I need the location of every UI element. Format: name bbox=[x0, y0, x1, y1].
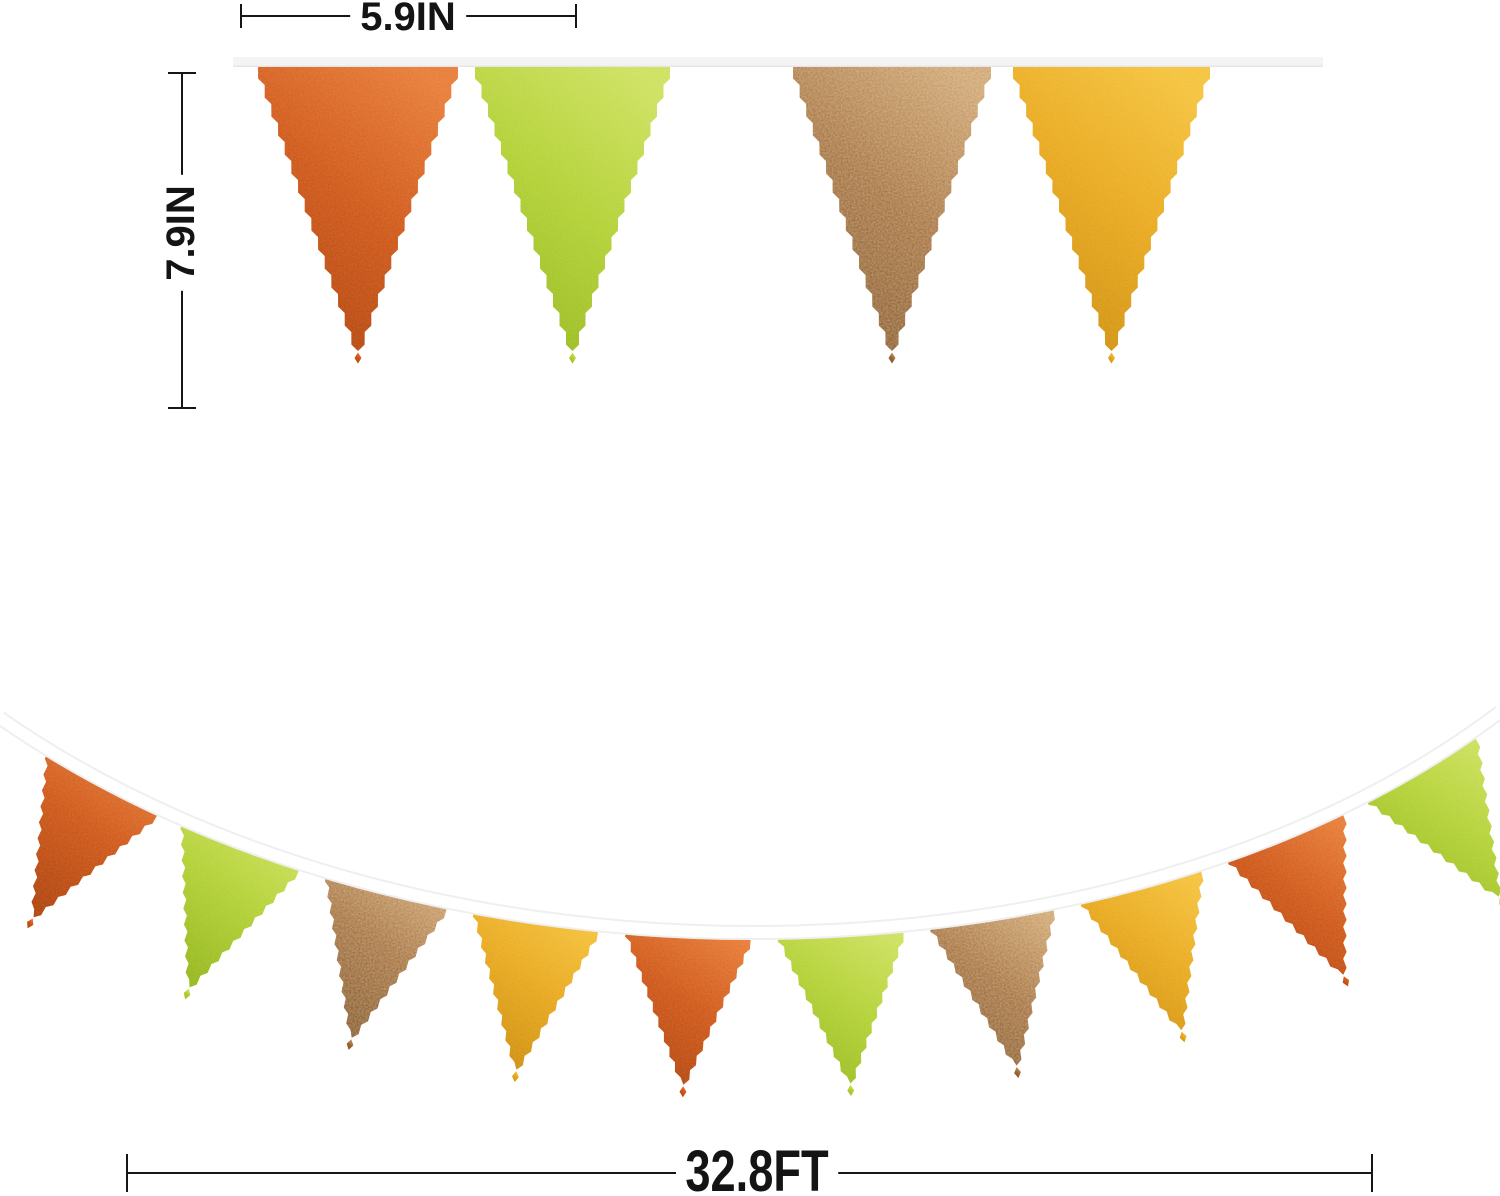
bottom-banner bbox=[0, 706, 1500, 1098]
length-dimension-tick-left bbox=[126, 1154, 128, 1192]
height-dimension-label: 7.9IN bbox=[159, 175, 203, 291]
bottom-flag-5-orange bbox=[625, 927, 754, 1098]
top-ribbon-edge bbox=[233, 65, 1323, 67]
bottom-ribbon bbox=[0, 707, 1500, 938]
length-dimension-label: 32.8FT bbox=[675, 1141, 839, 1196]
top-flag-2-green bbox=[475, 66, 670, 364]
height-dimension-tick-bottom bbox=[168, 407, 196, 409]
length-dimension-tick-right bbox=[1371, 1154, 1373, 1192]
width-dimension-label: 5.9IN bbox=[350, 0, 466, 39]
top-banner bbox=[233, 57, 1323, 364]
bottom-flag-6-green bbox=[777, 925, 907, 1096]
top-flag-4-gold bbox=[1013, 66, 1210, 364]
width-dimension-tick-left bbox=[240, 4, 242, 28]
top-flag-3-bronze bbox=[793, 66, 991, 364]
height-dimension-tick-top bbox=[168, 72, 196, 74]
bottom-flag-4-gold bbox=[472, 907, 603, 1082]
width-dimension-tick-right bbox=[575, 4, 577, 28]
top-ribbon bbox=[233, 57, 1323, 67]
top-flag-1-orange bbox=[258, 66, 458, 364]
